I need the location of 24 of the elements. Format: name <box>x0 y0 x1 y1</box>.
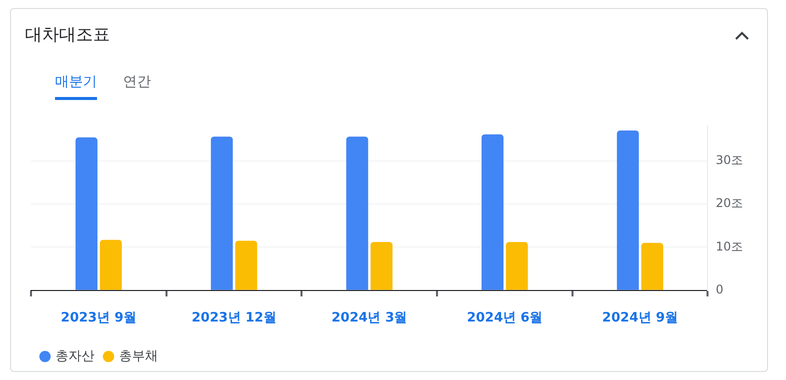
y-tick-label: 0 <box>716 282 724 297</box>
bar <box>616 130 639 290</box>
bar <box>100 240 122 290</box>
bar <box>370 242 393 290</box>
bar <box>346 136 368 290</box>
x-tick-label: 2023년 12월 <box>192 310 276 326</box>
bar <box>235 240 258 290</box>
x-tick-label: 2024년 3월 <box>331 310 408 326</box>
text: 매분기 <box>55 73 97 100</box>
bar <box>641 242 664 290</box>
x-tick-label: 2024년 6월 <box>466 310 543 326</box>
bar <box>76 137 98 290</box>
bar <box>506 242 528 290</box>
y-tick-label: 20조 <box>716 196 744 210</box>
x-tick-label: 2023년 9월 <box>60 310 137 326</box>
legend-label: 총자산 <box>56 348 94 364</box>
chart-title: 대차대조표 <box>25 24 110 46</box>
x-tick-label: 2024년 9월 <box>602 310 678 326</box>
bar <box>210 136 233 290</box>
legend-label: 총부채 <box>119 348 158 364</box>
y-tick-label: 10조 <box>716 239 744 254</box>
y-tick-label: 30조 <box>716 152 744 167</box>
text: 연간 <box>123 73 151 92</box>
bar <box>482 134 504 290</box>
